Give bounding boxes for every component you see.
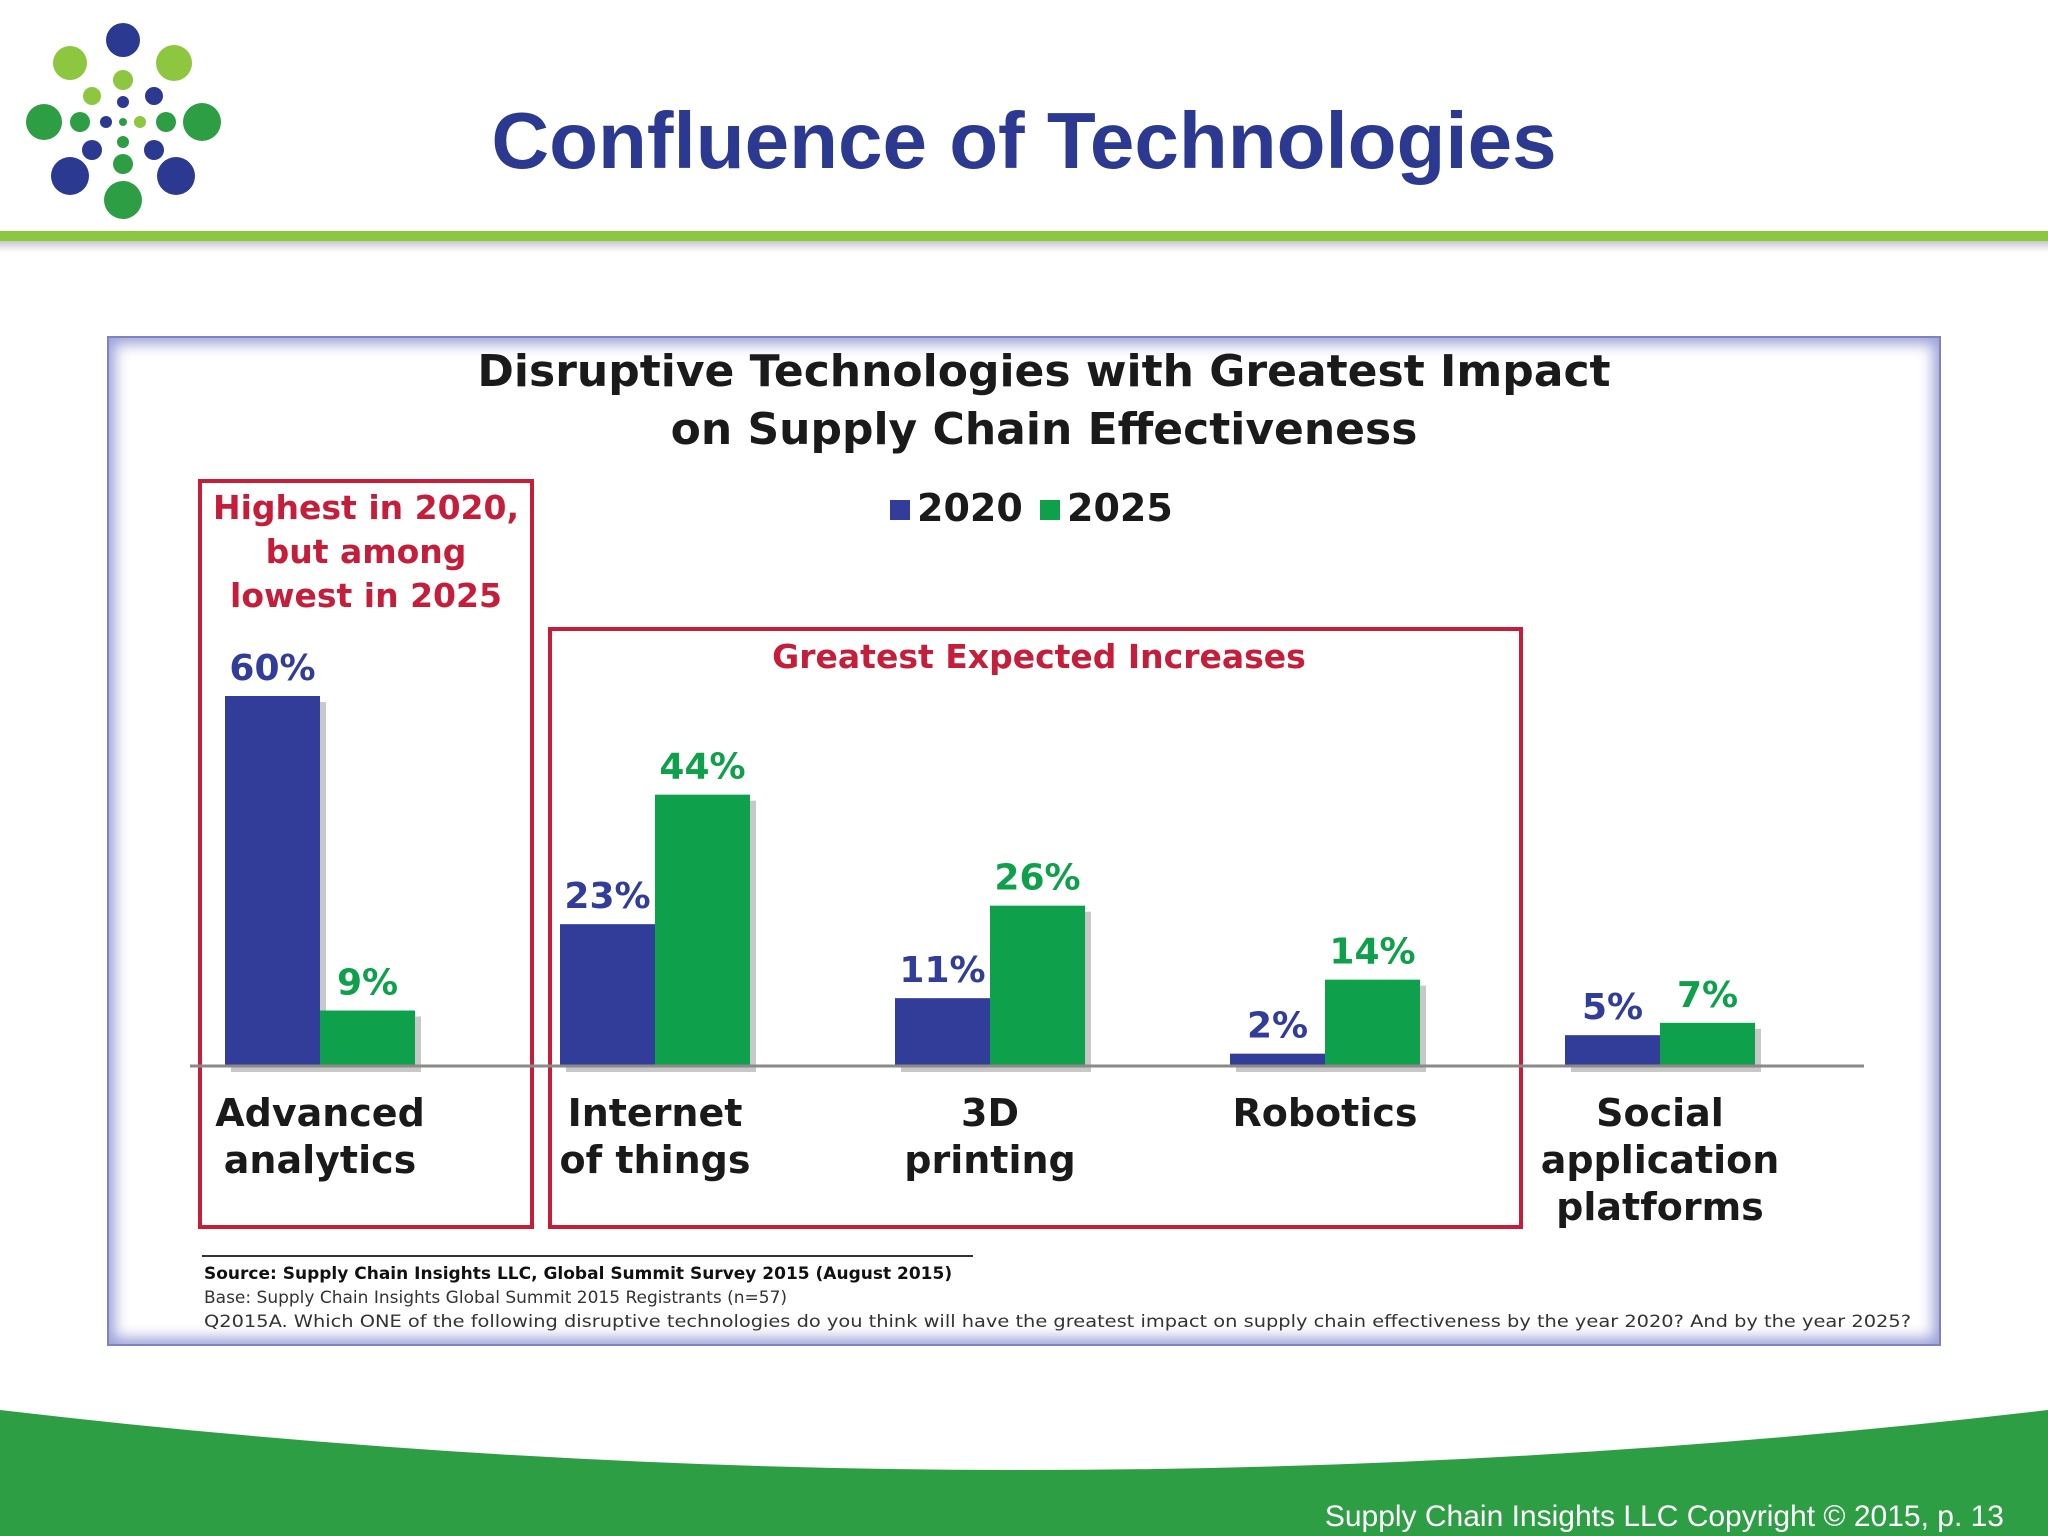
source-line-3: Q2015A. Which ONE of the following disru… [204, 1312, 1911, 1332]
category-label-2-line-1: printing [904, 1138, 1075, 1182]
title-rule [0, 231, 2048, 241]
data-label-2020-3: 2% [1247, 1006, 1308, 1047]
annotation-highest-line-3: lowest in 2025 [230, 576, 502, 615]
category-label-3-line-0: Robotics [1232, 1091, 1417, 1135]
title-rule-shadow [0, 238, 2048, 252]
legend-swatch-2020 [890, 500, 910, 520]
category-label-4-line-0: Social [1596, 1091, 1724, 1135]
category-label-4-line-1: application [1541, 1138, 1780, 1182]
bar-2020-4 [1565, 1035, 1660, 1066]
annotation-box-greatest-increases [548, 627, 1523, 1229]
bar-2025-3 [1325, 979, 1420, 1066]
data-label-2020-2: 11% [899, 950, 985, 991]
chart-legend: 2020 2025 [890, 486, 1173, 530]
annotation-box-advanced-analytics [198, 479, 534, 1229]
bars-layer [225, 696, 1761, 1072]
legend-swatch-2025 [1040, 500, 1060, 520]
data-label-2025-2: 26% [994, 858, 1080, 899]
footer-band [0, 1410, 2048, 1536]
data-label-2025-4: 7% [1677, 975, 1738, 1016]
bar-2025-2 [990, 905, 1085, 1066]
bar-2025-4 [1660, 1022, 1755, 1066]
data-label-2020-1: 23% [564, 876, 650, 917]
data-label-2025-0: 9% [337, 963, 398, 1004]
annotation-highest-2020: Highest in 2020, but among lowest in 202… [213, 488, 519, 615]
source-line-1: Source: Supply Chain Insights LLC, Globa… [204, 1264, 952, 1284]
data-label-2020-4: 5% [1582, 987, 1643, 1028]
annotation-highest-line-1: Highest in 2020, [213, 488, 519, 527]
chart-title-line-1: Disruptive Technologies with Greatest Im… [477, 346, 1610, 397]
data-label-2025-3: 14% [1329, 932, 1415, 973]
chart-panel: Disruptive Technologies with Greatest Im… [107, 336, 1941, 1346]
annotation-greatest-increases: Greatest Expected Increases [772, 637, 1306, 676]
bar-2020-0 [225, 696, 320, 1066]
bar-2025-1 [655, 794, 750, 1066]
logo-dot-cluster-icon [26, 23, 221, 219]
annotation-highest-line-2: but among [266, 532, 467, 571]
bar-chart: Disruptive Technologies with Greatest Im… [190, 346, 1911, 1332]
category-label-2-line-0: 3D [961, 1091, 1019, 1135]
legend-label-2025: 2025 [1067, 486, 1173, 530]
category-label-0-line-1: analytics [224, 1138, 416, 1182]
data-label-2020-0: 60% [229, 648, 315, 689]
chart-title-line-2: on Supply Chain Effectiveness [671, 404, 1418, 455]
category-label-1-line-0: Internet [568, 1091, 743, 1135]
legend-label-2020: 2020 [917, 486, 1023, 530]
category-label-1-line-1: of things [560, 1138, 751, 1182]
bar-2025-0 [320, 1010, 415, 1066]
source-line-2: Base: Supply Chain Insights Global Summi… [204, 1288, 787, 1308]
slide-title: Confluence of Technologies [491, 96, 1557, 185]
category-label-0-line-0: Advanced [215, 1091, 425, 1135]
bar-2020-1 [560, 924, 655, 1066]
copyright-footer: Supply Chain Insights LLC Copyright © 20… [1324, 1500, 2004, 1533]
company-logo [26, 23, 221, 219]
bar-2020-3 [1230, 1053, 1325, 1066]
bar-2020-2 [895, 998, 990, 1066]
data-label-2025-1: 44% [659, 747, 745, 788]
category-label-4-line-2: platforms [1556, 1185, 1764, 1229]
